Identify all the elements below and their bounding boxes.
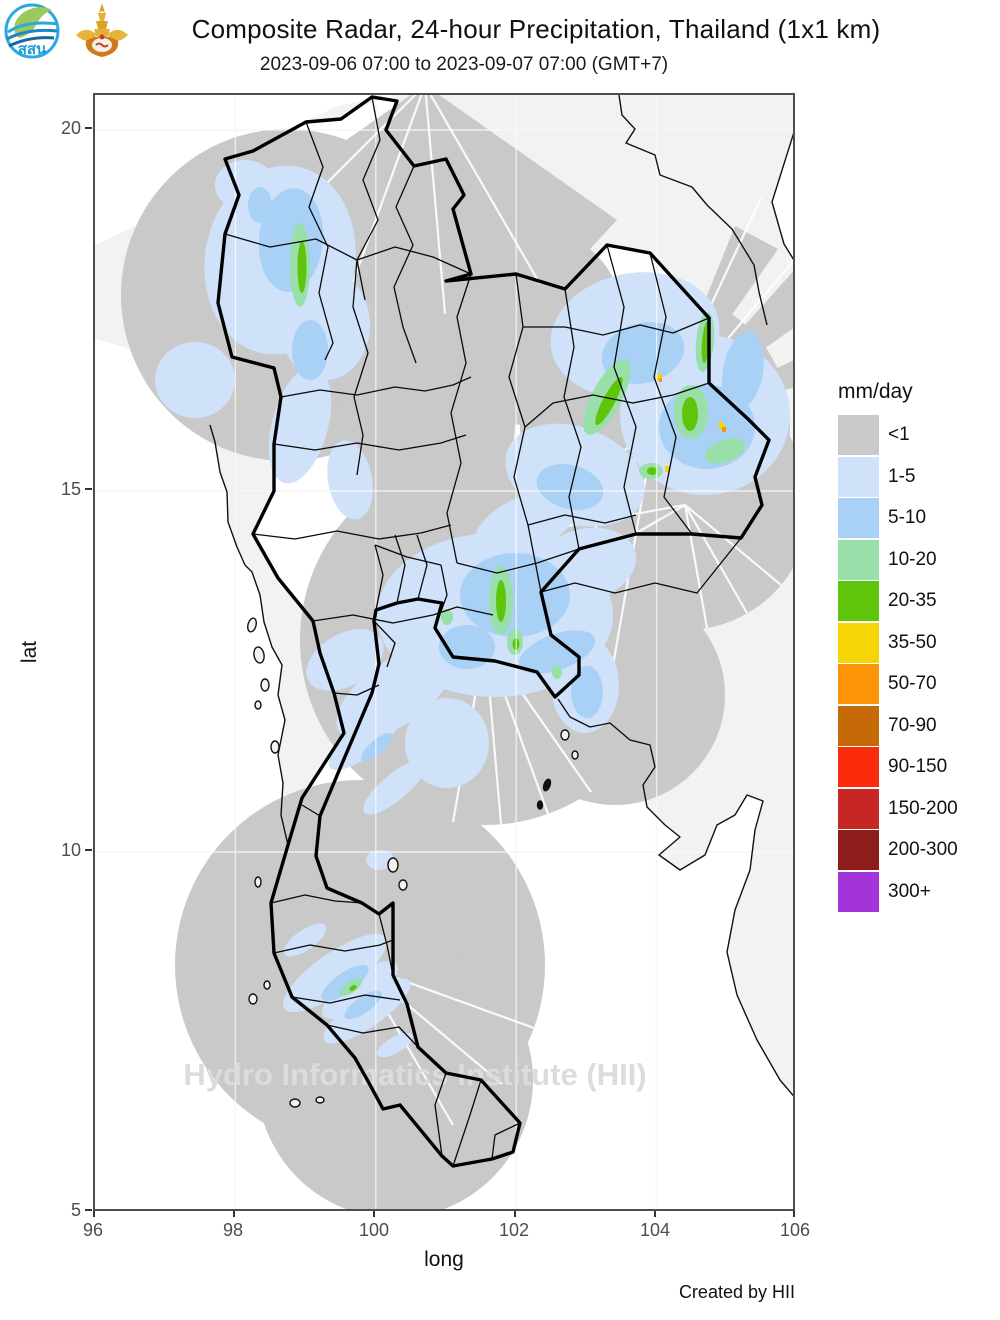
x-tick-mark	[514, 1211, 516, 1217]
y-tick-label: 15	[60, 479, 81, 499]
legend-item: 200-300	[838, 830, 958, 870]
precipitation-layer	[155, 160, 790, 1058]
legend-label: 1-5	[888, 465, 916, 487]
legend-item: 20-35	[838, 581, 958, 621]
legend-label: 150-200	[888, 797, 958, 819]
legend-swatch	[838, 664, 879, 704]
thailand-radar-map: Hydro Informatics Institute (HII)	[95, 95, 793, 1209]
legend-swatch	[838, 788, 879, 829]
x-tick-mark	[654, 1211, 656, 1217]
legend-item: 70-90	[838, 705, 958, 746]
gridlines-white	[95, 95, 793, 1209]
vietnam-coast-north	[771, 133, 793, 260]
legend: mm/day <1 1-5 5-10 10-20 20-35 35-50 50-…	[838, 380, 958, 913]
legend-label: 90-150	[888, 756, 948, 777]
y-tick-mark	[85, 1209, 92, 1211]
x-axis-title: long	[424, 1248, 464, 1271]
legend-label: 300+	[888, 880, 931, 902]
thailand-border	[216, 95, 771, 1168]
islands	[247, 617, 579, 1108]
province-borders	[224, 96, 742, 1167]
x-tick-mark	[793, 1211, 795, 1217]
y-tick-label: 10	[60, 840, 81, 860]
y-tick-label: 20	[60, 118, 81, 138]
x-tick-label: 98	[222, 1220, 244, 1240]
emblem-numeral	[95, 42, 109, 48]
legend-item: <1	[838, 415, 958, 455]
legend-item: 5-10	[838, 498, 958, 538]
royal-emblem-icon	[76, 3, 128, 57]
laos-vietnam-border	[618, 95, 768, 326]
y-tick-mark	[85, 488, 92, 490]
x-tick-mark	[373, 1211, 375, 1217]
legend-swatch	[838, 622, 879, 663]
emblem-crown-mid	[96, 21, 108, 29]
legend-swatch	[838, 830, 879, 870]
legend-swatch	[838, 539, 879, 580]
credit-text: Created by HII	[678, 1282, 795, 1302]
legend-label: 200-300	[888, 839, 958, 860]
page-title: Composite Radar, 24-hour Precipitation, …	[191, 14, 881, 44]
legend-swatch	[838, 747, 879, 787]
legend-item: 10-20	[838, 539, 958, 580]
y-tick-label: 5	[70, 1200, 81, 1220]
watermark-text: Hydro Informatics Institute (HII)	[183, 1057, 646, 1092]
hii-logo-text: สสน	[18, 41, 47, 58]
y-axis-title: lat	[18, 640, 41, 664]
x-tick-label: 102	[498, 1220, 530, 1240]
legend-item: 35-50	[838, 622, 958, 663]
legend-label: 10-20	[888, 548, 937, 570]
x-tick-label: 106	[779, 1220, 811, 1240]
legend-label: 50-70	[888, 673, 937, 694]
wave-icon	[6, 28, 58, 41]
emblem-crown-top	[98, 13, 106, 21]
legend-item: 150-200	[838, 788, 958, 829]
legend-title: mm/day	[838, 380, 913, 403]
emblem-gem	[99, 34, 105, 40]
legend-label: 20-35	[888, 590, 937, 611]
map-panel: Hydro Informatics Institute (HII)	[93, 93, 795, 1211]
y-tick-mark	[85, 127, 92, 129]
legend-item: 1-5	[838, 456, 958, 497]
x-tick-mark	[93, 1211, 95, 1217]
x-tick-mark	[233, 1211, 235, 1217]
neighbor-borders	[209, 95, 793, 1097]
x-tick-label: 100	[358, 1220, 390, 1240]
x-tick-label: 104	[639, 1220, 671, 1240]
legend-swatch	[838, 705, 879, 746]
myanmar-coast	[209, 424, 289, 846]
legend-item: 300+	[838, 871, 958, 912]
wave-icon	[7, 21, 59, 34]
legend-label: 5-10	[888, 507, 927, 528]
legend-swatch	[838, 498, 879, 538]
x-tick-label: 96	[82, 1220, 104, 1240]
legend-swatch	[838, 871, 879, 912]
legend-item: 50-70	[838, 664, 958, 704]
legend-item: 90-150	[838, 747, 958, 787]
wave-icon	[8, 36, 55, 48]
radar-wedge	[655, 271, 793, 425]
legend-swatch	[838, 456, 879, 497]
page-subtitle: 2023-09-06 07:00 to 2023-09-07 07:00 (GM…	[259, 54, 669, 75]
cambodia-vietnam-coast	[557, 698, 793, 1097]
rain-5-10	[248, 187, 764, 1020]
rain-35-70	[657, 374, 726, 472]
legend-label: <1	[888, 424, 910, 445]
legend-swatch	[838, 415, 879, 455]
emblem-crown-base	[94, 29, 110, 36]
legend-label: 35-50	[888, 631, 937, 653]
hii-logo: สสน	[4, 3, 60, 59]
legend-label: 70-90	[888, 714, 937, 736]
legend-swatch	[838, 581, 879, 621]
emblem-spire	[99, 3, 105, 13]
y-tick-mark	[85, 849, 92, 851]
